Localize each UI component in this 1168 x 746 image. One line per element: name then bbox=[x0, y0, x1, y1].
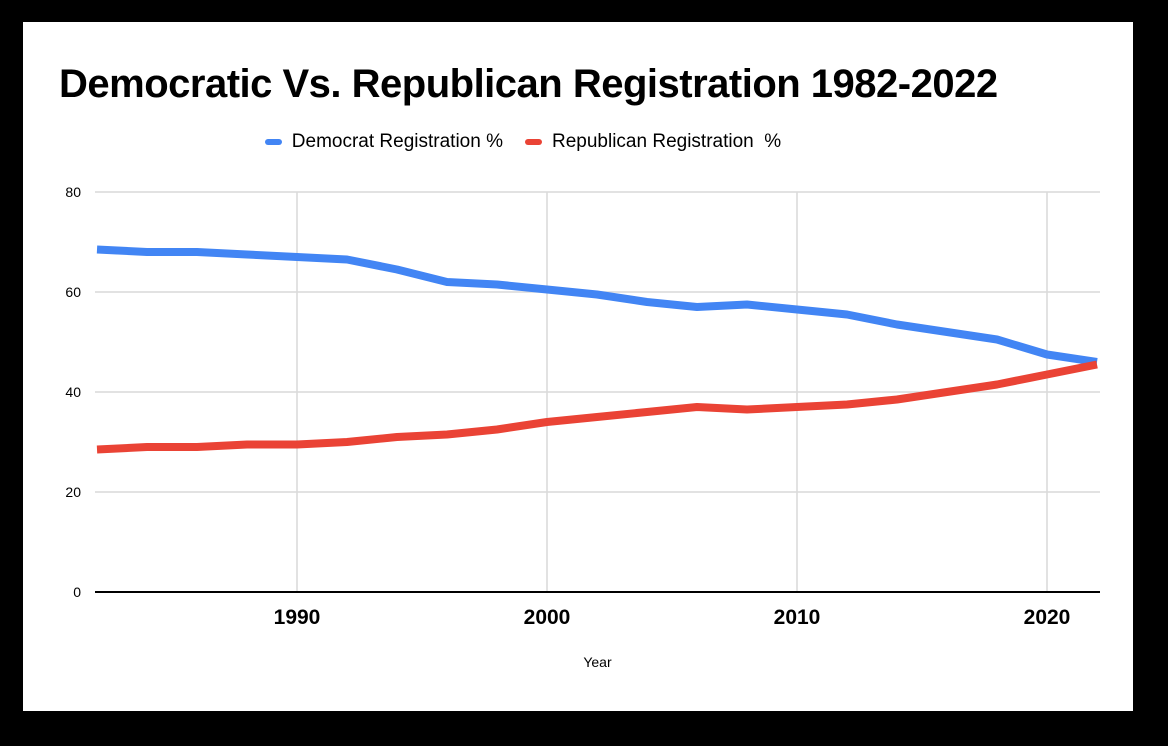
x-tick-label: 1990 bbox=[274, 606, 321, 629]
chart-card: Democratic Vs. Republican Registration 1… bbox=[23, 22, 1133, 711]
legend-item-republican: Republican Registration % bbox=[525, 131, 781, 153]
legend-label-republican: Republican Registration % bbox=[552, 131, 782, 152]
democrat-series-line bbox=[96, 245, 1098, 366]
y-tick-label: 80 bbox=[65, 184, 81, 200]
x-tick-label: 2020 bbox=[1024, 606, 1071, 629]
chart-legend: Democrat Registration % Republican Regis… bbox=[23, 131, 1133, 153]
legend-label-democrat: Democrat Registration % bbox=[291, 131, 503, 152]
legend-item-democrat: Democrat Registration % bbox=[264, 131, 503, 153]
x-tick-label: 2000 bbox=[524, 606, 571, 629]
democrat-swatch-icon bbox=[264, 139, 282, 145]
chart-title: Democratic Vs. Republican Registration 1… bbox=[59, 62, 998, 106]
y-tick-label: 20 bbox=[65, 484, 81, 500]
line-chart: 0 20 40 60 80 1990 2000 2010 2020 Year bbox=[65, 184, 1100, 670]
y-tick-label: 0 bbox=[73, 584, 81, 600]
y-tick-label: 60 bbox=[65, 284, 81, 300]
x-tick-label: 2010 bbox=[774, 606, 821, 629]
republican-series-line bbox=[96, 360, 1098, 454]
republican-swatch-icon bbox=[525, 139, 542, 145]
x-axis-title: Year bbox=[583, 654, 612, 670]
y-tick-label: 40 bbox=[65, 384, 81, 400]
